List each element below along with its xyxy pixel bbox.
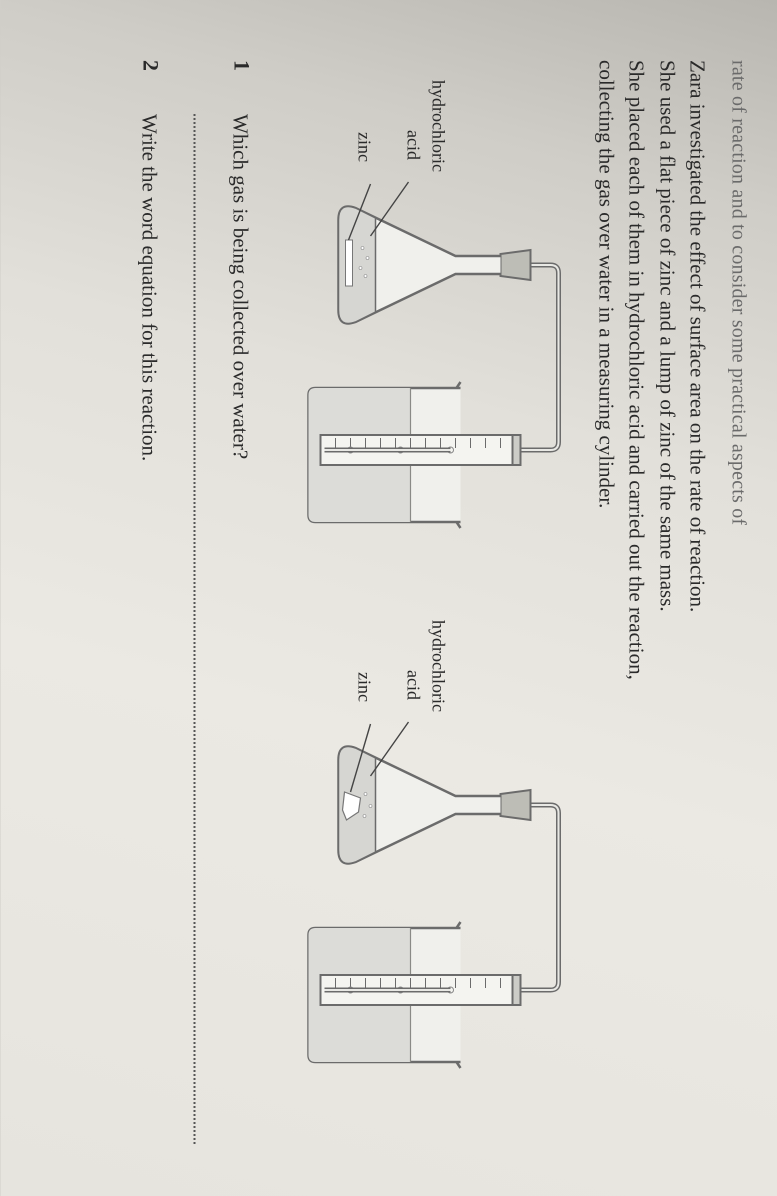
- question-2: 2 Write the word equation for this react…: [133, 60, 162, 1136]
- flat-zinc-icon: [345, 240, 352, 286]
- delivery-tube-inner: [450, 805, 558, 990]
- label-zinc: zinc: [351, 620, 376, 712]
- question-1: 1 Which gas is being collected over wate…: [225, 60, 254, 1136]
- intro-line: Zara investigated the effect of surface …: [685, 60, 709, 612]
- delivery-tube: [450, 805, 558, 990]
- page: rate of reaction and to consider some pr…: [0, 0, 777, 1196]
- label-acid: acid: [400, 620, 425, 712]
- apparatus-labels: hydrochloric acid zinc: [351, 620, 451, 712]
- delivery-tube-inner: [450, 265, 558, 450]
- intro-paragraph: Zara investigated the effect of surface …: [590, 60, 712, 1136]
- label-hcl: hydrochloric: [425, 80, 450, 172]
- delivery-tube: [450, 265, 558, 450]
- apparatus-labels: hydrochloric acid zinc: [351, 80, 451, 172]
- apparatus-setup-flat-zinc: hydrochloric acid zinc: [280, 90, 570, 590]
- acid-liquid: [338, 207, 375, 324]
- label-acid: acid: [400, 80, 425, 172]
- stopper: [500, 790, 530, 820]
- intro-line: collecting the gas over water in a measu…: [594, 60, 618, 508]
- cylinder-base: [512, 435, 520, 465]
- question-text: Which gas is being collected over water?: [225, 114, 254, 459]
- answer-line: [193, 114, 195, 1144]
- label-hcl: hydrochloric: [425, 620, 450, 712]
- apparatus-setup-lump-zinc: hydrochloric acid zinc: [280, 630, 570, 1130]
- question-number: 2: [133, 60, 162, 86]
- intro-line: She placed each of them in hydrochloric …: [624, 60, 648, 680]
- partial-header-text: rate of reaction and to consider some pr…: [726, 60, 749, 1136]
- intro-line: She used a flat piece of zinc and a lump…: [655, 60, 679, 612]
- stopper: [500, 250, 530, 280]
- cylinder-base: [512, 975, 520, 1005]
- question-number: 1: [225, 60, 254, 86]
- figure-row: hydrochloric acid zinc: [280, 60, 570, 1136]
- label-zinc: zinc: [351, 80, 376, 172]
- question-text: Write the word equation for this reactio…: [133, 114, 162, 461]
